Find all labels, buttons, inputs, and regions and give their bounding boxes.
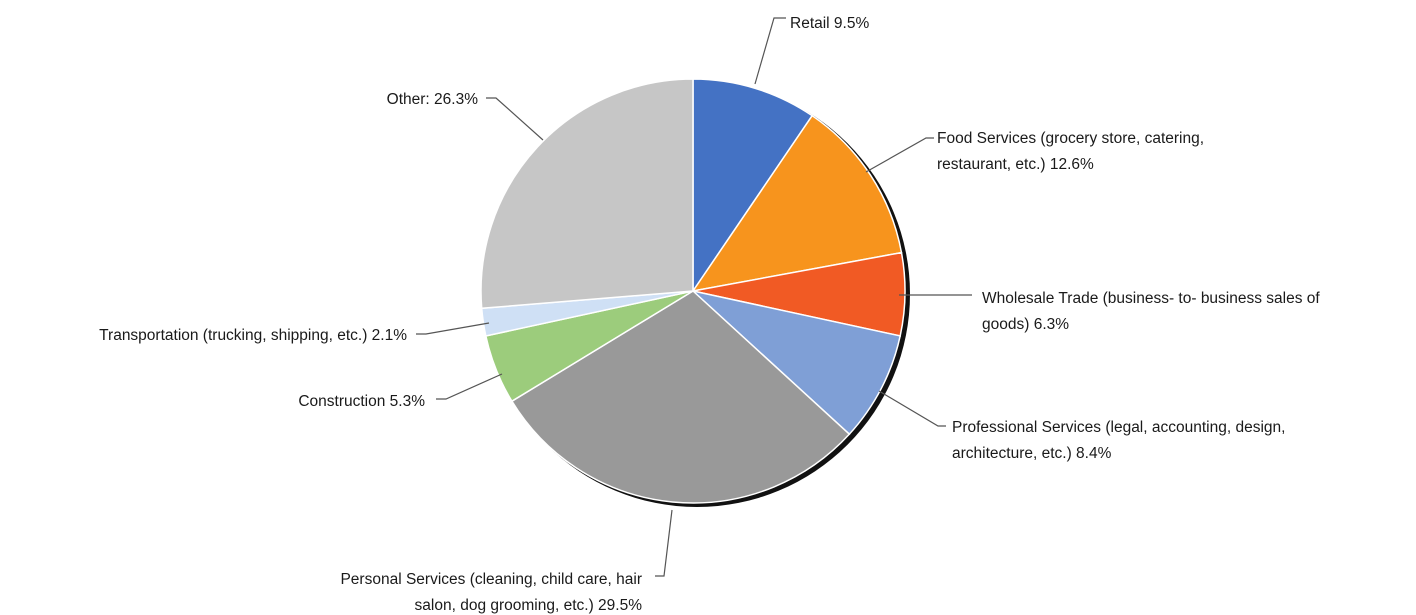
- leader-line-5: [655, 509, 673, 577]
- leader-line-8: [486, 97, 544, 141]
- slice-label-line: Food Services (grocery store, catering,: [937, 130, 1204, 147]
- pie-slice-2: [691, 114, 903, 293]
- slice-label-5: Personal Services (cleaning, child care,…: [340, 571, 642, 614]
- slice-label-line: restaurant, etc.) 12.6%: [937, 156, 1094, 173]
- slice-label-6: Construction 5.3%: [298, 393, 425, 410]
- pie-slice-1: [692, 78, 814, 294]
- slice-label-line: architecture, etc.) 8.4%: [952, 445, 1112, 462]
- pie-slice-5: [510, 290, 851, 504]
- slice-label-line: goods) 6.3%: [982, 316, 1069, 333]
- slice-label-line: Construction 5.3%: [298, 393, 425, 410]
- slice-label-4: Professional Services (legal, accounting…: [952, 419, 1285, 462]
- slice-label-line: Retail 9.5%: [790, 15, 869, 32]
- slice-label-1: Retail 9.5%: [790, 15, 869, 32]
- slice-label-line: Personal Services (cleaning, child care,…: [340, 571, 642, 588]
- slice-label-3: Wholesale Trade (business- to- business …: [982, 290, 1320, 333]
- pie-slices: [480, 78, 906, 504]
- leader-line-1: [754, 17, 786, 85]
- slice-label-8: Other: 26.3%: [387, 91, 479, 108]
- leader-line-2: [865, 137, 934, 173]
- leader-line-6: [436, 373, 503, 400]
- leader-line-7: [416, 322, 490, 335]
- slice-labels: Retail 9.5% Food Services (grocery store,…: [99, 15, 1320, 614]
- slice-label-line: Other: 26.3%: [387, 91, 479, 108]
- slice-label-2: Food Services (grocery store, catering, r…: [937, 130, 1204, 173]
- slice-label-line: Professional Services (legal, accounting…: [952, 419, 1285, 436]
- leader-lines: [416, 17, 972, 577]
- slice-label-line: Wholesale Trade (business- to- business …: [982, 290, 1320, 307]
- slice-label-7: Transportation (trucking, shipping, etc.…: [99, 327, 407, 344]
- pie-slice-8: [480, 78, 694, 310]
- pie-slice-4: [690, 289, 902, 436]
- slice-label-line: Transportation (trucking, shipping, etc.…: [99, 327, 407, 344]
- slice-label-line: salon, dog grooming, etc.) 29.5%: [415, 597, 643, 614]
- leader-line-4: [878, 390, 946, 427]
